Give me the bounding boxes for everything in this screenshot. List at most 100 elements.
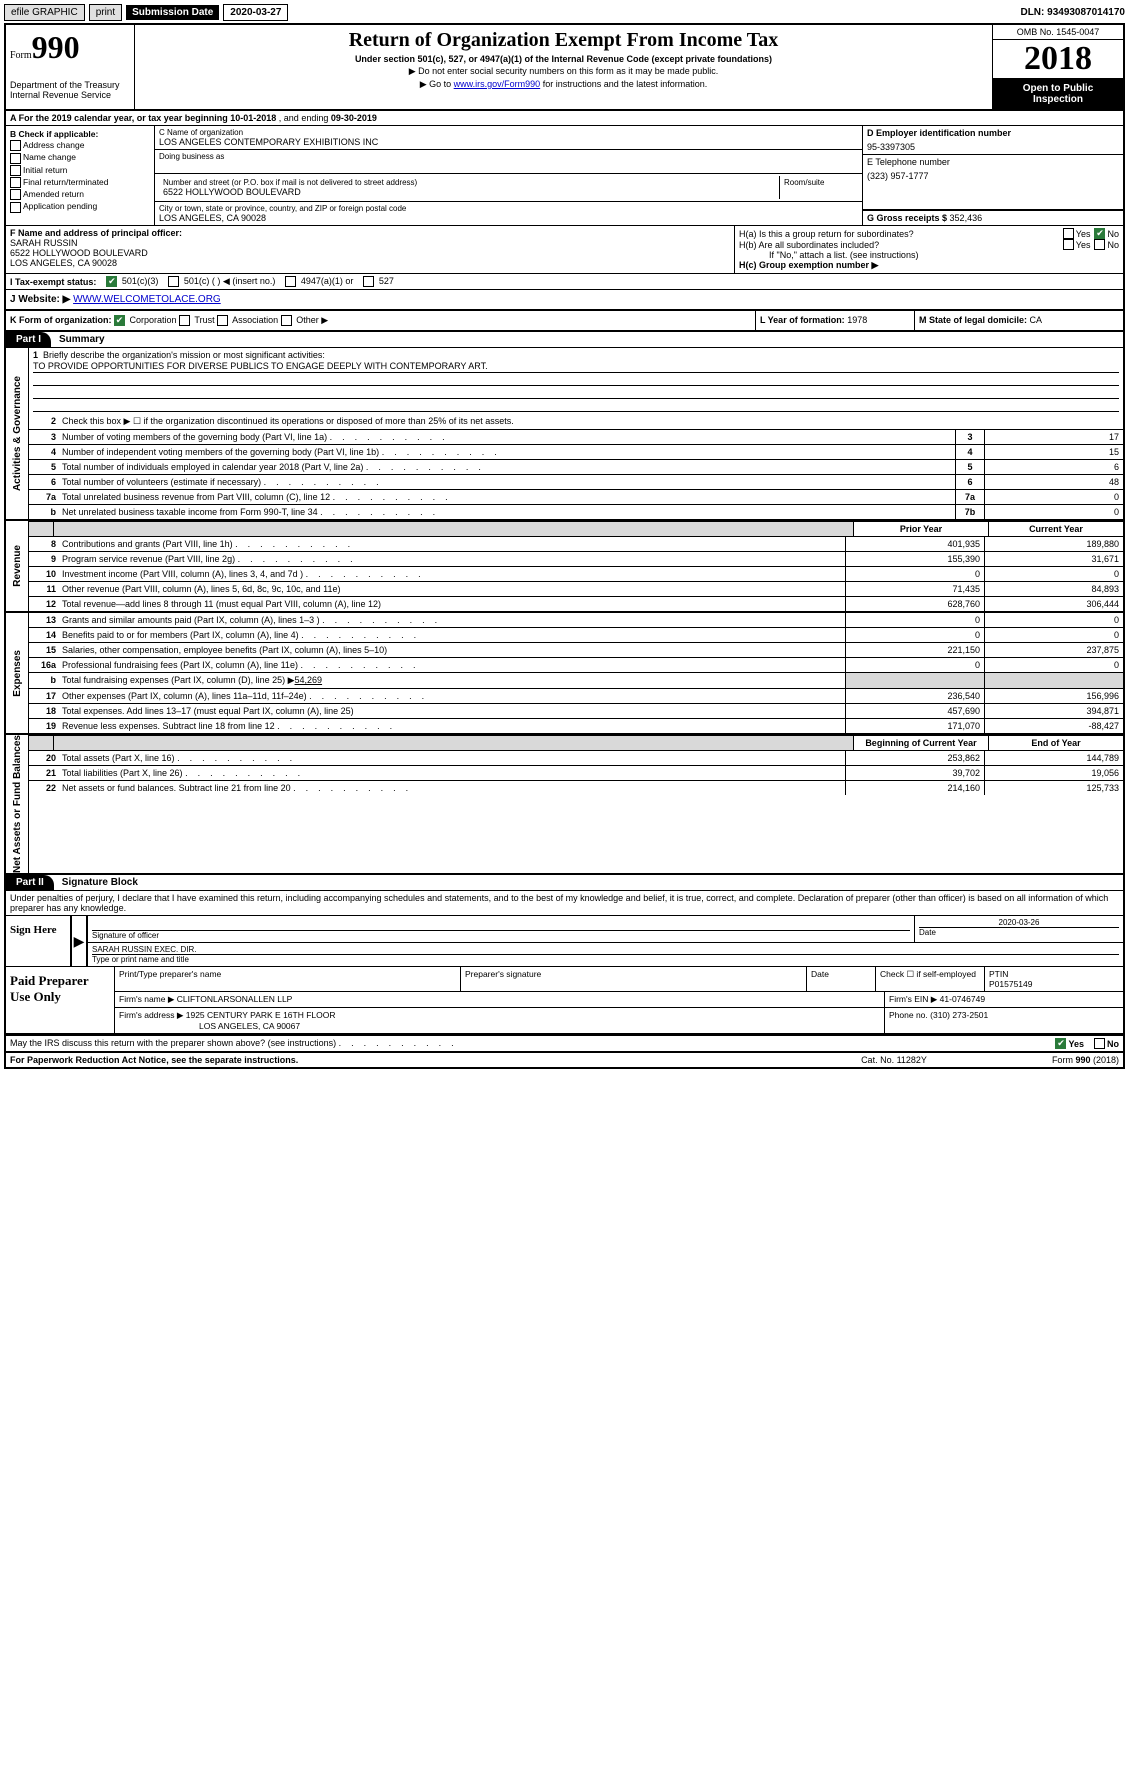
cb-assoc[interactable] bbox=[217, 315, 228, 326]
dept-treasury: Department of the Treasury bbox=[10, 80, 130, 90]
form-container: Form990 Department of the Treasury Inter… bbox=[4, 23, 1125, 1069]
footer: For Paperwork Reduction Act Notice, see … bbox=[6, 1051, 1123, 1067]
cb-trust[interactable] bbox=[179, 315, 190, 326]
cb-amended[interactable] bbox=[10, 189, 21, 200]
paid-h4: Check ☐ if self-employed bbox=[876, 967, 985, 991]
hb-no-lbl: No bbox=[1107, 240, 1119, 250]
irs-link[interactable]: www.irs.gov/Form990 bbox=[454, 79, 541, 89]
lbl-final-return: Final return/terminated bbox=[23, 177, 109, 187]
firm-phone: (310) 273-2501 bbox=[930, 1010, 988, 1020]
year-formation-label: L Year of formation: bbox=[760, 315, 847, 325]
tax-year: 2018 bbox=[993, 40, 1123, 79]
ha-yes[interactable] bbox=[1063, 228, 1074, 239]
form-title: Return of Organization Exempt From Incom… bbox=[139, 29, 988, 52]
line21-prior: 39,702 bbox=[845, 766, 984, 780]
row-l: L Year of formation: 1978 bbox=[756, 311, 915, 330]
lbl-assoc: Association bbox=[232, 315, 278, 325]
firm-name: CLIFTONLARSONALLEN LLP bbox=[177, 994, 293, 1004]
subtitle-1: Under section 501(c), 527, or 4947(a)(1)… bbox=[139, 54, 988, 64]
cb-final-return[interactable] bbox=[10, 177, 21, 188]
print-btn[interactable]: print bbox=[89, 4, 122, 21]
form-number: 990 bbox=[32, 29, 80, 65]
line7a: Total unrelated business revenue from Pa… bbox=[59, 490, 955, 504]
col-c: C Name of organization LOS ANGELES CONTE… bbox=[155, 126, 862, 225]
cb-other[interactable] bbox=[281, 315, 292, 326]
hdr-current: Current Year bbox=[988, 522, 1123, 536]
line18-curr: 394,871 bbox=[984, 704, 1123, 718]
footer-left: For Paperwork Reduction Act Notice, see … bbox=[10, 1055, 819, 1065]
row-a-mid: , and ending bbox=[276, 113, 331, 123]
line6-val: 48 bbox=[984, 475, 1123, 489]
firm-label: Firm's name ▶ bbox=[119, 994, 174, 1004]
hb-label: H(b) Are all subordinates included? bbox=[739, 240, 1059, 250]
header-right: OMB No. 1545-0047 2018 Open to Public In… bbox=[992, 25, 1123, 109]
efile-btn[interactable]: efile GRAPHIC bbox=[4, 4, 85, 21]
line17-prior: 236,540 bbox=[845, 689, 984, 703]
row-a-label: A For the 2019 calendar year, or tax yea… bbox=[10, 113, 230, 123]
section-netassets: Net Assets or Fund Balances Beginning of… bbox=[6, 735, 1123, 875]
ptin: P01575149 bbox=[989, 979, 1033, 989]
line19: Revenue less expenses. Subtract line 18 … bbox=[59, 719, 845, 733]
cb-4947[interactable] bbox=[285, 276, 296, 287]
org-name: LOS ANGELES CONTEMPORARY EXHIBITIONS INC bbox=[159, 137, 858, 147]
lbl-other: Other ▶ bbox=[296, 315, 328, 325]
cb-501c[interactable] bbox=[168, 276, 179, 287]
row-klm: K Form of organization: Corporation Trus… bbox=[6, 311, 1123, 332]
sig-name: SARAH RUSSIN EXEC. DIR. bbox=[92, 945, 1119, 955]
website-link[interactable]: WWW.WELCOMETOLACE.ORG bbox=[73, 294, 221, 305]
phone: (323) 957-1777 bbox=[867, 171, 1119, 181]
cb-name-change[interactable] bbox=[10, 153, 21, 164]
col-h: H(a) Is this a group return for subordin… bbox=[735, 226, 1123, 273]
line9-curr: 31,671 bbox=[984, 552, 1123, 566]
cb-corp[interactable] bbox=[114, 315, 125, 326]
year-formation: 1978 bbox=[847, 315, 867, 325]
lbl-trust: Trust bbox=[194, 315, 214, 325]
col-f: F Name and address of principal officer:… bbox=[6, 226, 735, 273]
cb-initial-return[interactable] bbox=[10, 165, 21, 176]
line14-curr: 0 bbox=[984, 628, 1123, 642]
cb-address-change[interactable] bbox=[10, 140, 21, 151]
submission-label: Submission Date bbox=[126, 5, 219, 20]
line13: Grants and similar amounts paid (Part IX… bbox=[59, 613, 845, 627]
hb-yes-lbl: Yes bbox=[1076, 240, 1091, 250]
lbl-name-change: Name change bbox=[23, 152, 76, 162]
ha-yes-lbl: Yes bbox=[1076, 229, 1091, 239]
hb-yes[interactable] bbox=[1063, 239, 1074, 250]
discuss-no[interactable] bbox=[1094, 1038, 1105, 1049]
line7b: Net unrelated business taxable income fr… bbox=[59, 505, 955, 519]
section-revenue: Revenue Prior Year Current Year 8Contrib… bbox=[6, 521, 1123, 613]
sig-date-label: Date bbox=[919, 928, 1119, 937]
hb-no[interactable] bbox=[1094, 239, 1105, 250]
line3: Number of voting members of the governin… bbox=[59, 430, 955, 444]
side-revenue: Revenue bbox=[6, 521, 29, 611]
line9-prior: 155,390 bbox=[845, 552, 984, 566]
header-mid: Return of Organization Exempt From Incom… bbox=[135, 25, 992, 109]
line17-curr: 156,996 bbox=[984, 689, 1123, 703]
line13-curr: 0 bbox=[984, 613, 1123, 627]
lbl-527: 527 bbox=[379, 276, 394, 286]
cb-501c3[interactable] bbox=[106, 276, 117, 287]
line13-prior: 0 bbox=[845, 613, 984, 627]
sign-row: Sign Here ▶ Signature of officer 2020-03… bbox=[6, 915, 1123, 966]
line18-prior: 457,690 bbox=[845, 704, 984, 718]
section-activities: Activities & Governance 1 Briefly descri… bbox=[6, 348, 1123, 521]
cb-527[interactable] bbox=[363, 276, 374, 287]
officer-name: SARAH RUSSIN bbox=[10, 238, 730, 248]
officer-addr1: 6522 HOLLYWOOD BOULEVARD bbox=[10, 248, 730, 258]
col-b: B Check if applicable: Address change Na… bbox=[6, 126, 155, 225]
open-public: Open to Public Inspection bbox=[993, 79, 1123, 109]
discuss-yes-lbl: Yes bbox=[1068, 1039, 1084, 1049]
sub3-post: for instructions and the latest informat… bbox=[540, 79, 707, 89]
line19-prior: 171,070 bbox=[845, 719, 984, 733]
discuss-yes[interactable] bbox=[1055, 1038, 1066, 1049]
lbl-501c: 501(c) ( ) ◀ (insert no.) bbox=[184, 276, 275, 286]
line7b-val: 0 bbox=[984, 505, 1123, 519]
line12-curr: 306,444 bbox=[984, 597, 1123, 611]
line15-curr: 237,875 bbox=[984, 643, 1123, 657]
section-expenses: Expenses 13Grants and similar amounts pa… bbox=[6, 613, 1123, 735]
cb-application-pending[interactable] bbox=[10, 202, 21, 213]
hdr-prior: Prior Year bbox=[853, 522, 988, 536]
ha-no[interactable] bbox=[1094, 228, 1105, 239]
block-bcdefg: B Check if applicable: Address change Na… bbox=[6, 126, 1123, 226]
row-i: I Tax-exempt status: 501(c)(3) 501(c) ( … bbox=[6, 274, 1123, 290]
